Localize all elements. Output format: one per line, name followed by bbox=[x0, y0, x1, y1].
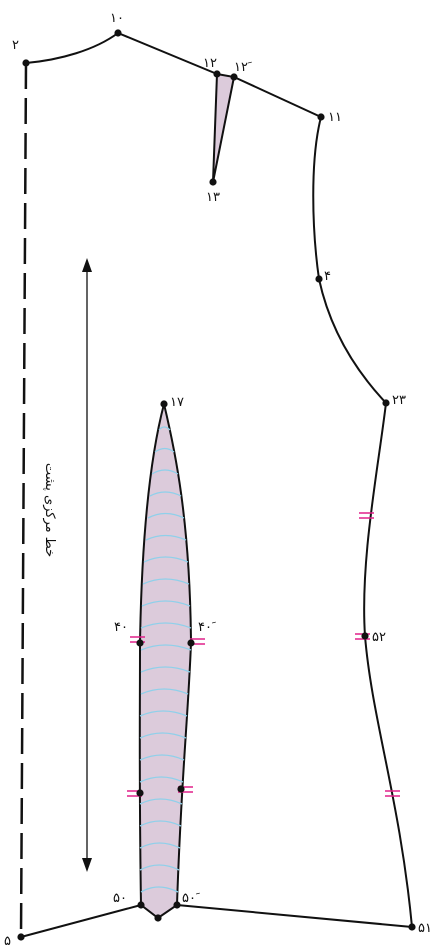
label-2: ۲ bbox=[12, 38, 19, 53]
point-10 bbox=[114, 29, 122, 37]
label-5: ۵ bbox=[4, 934, 11, 949]
label-52: ۵۲ bbox=[372, 630, 386, 645]
point-23 bbox=[382, 399, 390, 407]
label-10: ۱۰ bbox=[110, 11, 124, 26]
center-back-line bbox=[19, 62, 28, 938]
point-12b bbox=[230, 73, 238, 81]
side-seam bbox=[363, 402, 413, 928]
point-labels: ۲ ۱۰ ۱۲ ۱۲ َ ۱۱ ۱۳ ۴ ۲۳ ۱۷ ۴۰ ۴۰ َ ۵۲ ۵۰… bbox=[4, 11, 432, 949]
shoulder-dart bbox=[212, 72, 236, 183]
length-arrow bbox=[82, 258, 92, 872]
shoulder-line-left bbox=[117, 32, 218, 75]
label-12: ۱۲ bbox=[203, 56, 217, 71]
point-mid-left bbox=[136, 789, 144, 797]
label-50b: ۵۰ َ bbox=[182, 891, 200, 906]
point-2 bbox=[22, 59, 30, 67]
label-50: ۵۰ bbox=[113, 891, 127, 906]
point-mid-right bbox=[177, 785, 185, 793]
label-40: ۴۰ bbox=[114, 620, 128, 635]
point-4 bbox=[315, 275, 323, 283]
label-23: ۲۳ bbox=[392, 393, 406, 408]
armhole-curve bbox=[312, 116, 387, 404]
point-52 bbox=[361, 632, 369, 640]
neck-curve bbox=[25, 32, 119, 64]
point-51 bbox=[408, 923, 416, 931]
point-13 bbox=[209, 178, 217, 186]
point-17 bbox=[160, 400, 168, 408]
waist-dart bbox=[138, 403, 193, 920]
label-11: ۱۱ bbox=[328, 110, 342, 125]
center-back-caption: خط مرکزی پشت bbox=[42, 463, 57, 557]
point-40 bbox=[136, 639, 144, 647]
hem-line bbox=[20, 904, 413, 938]
pattern-points bbox=[17, 29, 416, 941]
shoulder-line-right bbox=[233, 76, 322, 118]
label-40b: ۴۰ َ bbox=[198, 620, 216, 635]
point-bottom bbox=[154, 914, 162, 922]
point-40b bbox=[187, 639, 195, 647]
dart-shading bbox=[139, 426, 192, 893]
label-13: ۱۳ bbox=[206, 190, 220, 205]
label-51: ۵۱ bbox=[418, 921, 432, 936]
point-50 bbox=[137, 901, 145, 909]
label-12b: ۱۲ َ bbox=[234, 60, 252, 75]
point-12 bbox=[213, 70, 221, 78]
point-11 bbox=[317, 113, 325, 121]
label-4: ۴ bbox=[324, 269, 331, 284]
point-50b bbox=[173, 901, 181, 909]
point-5 bbox=[17, 933, 25, 941]
label-17: ۱۷ bbox=[170, 395, 184, 410]
